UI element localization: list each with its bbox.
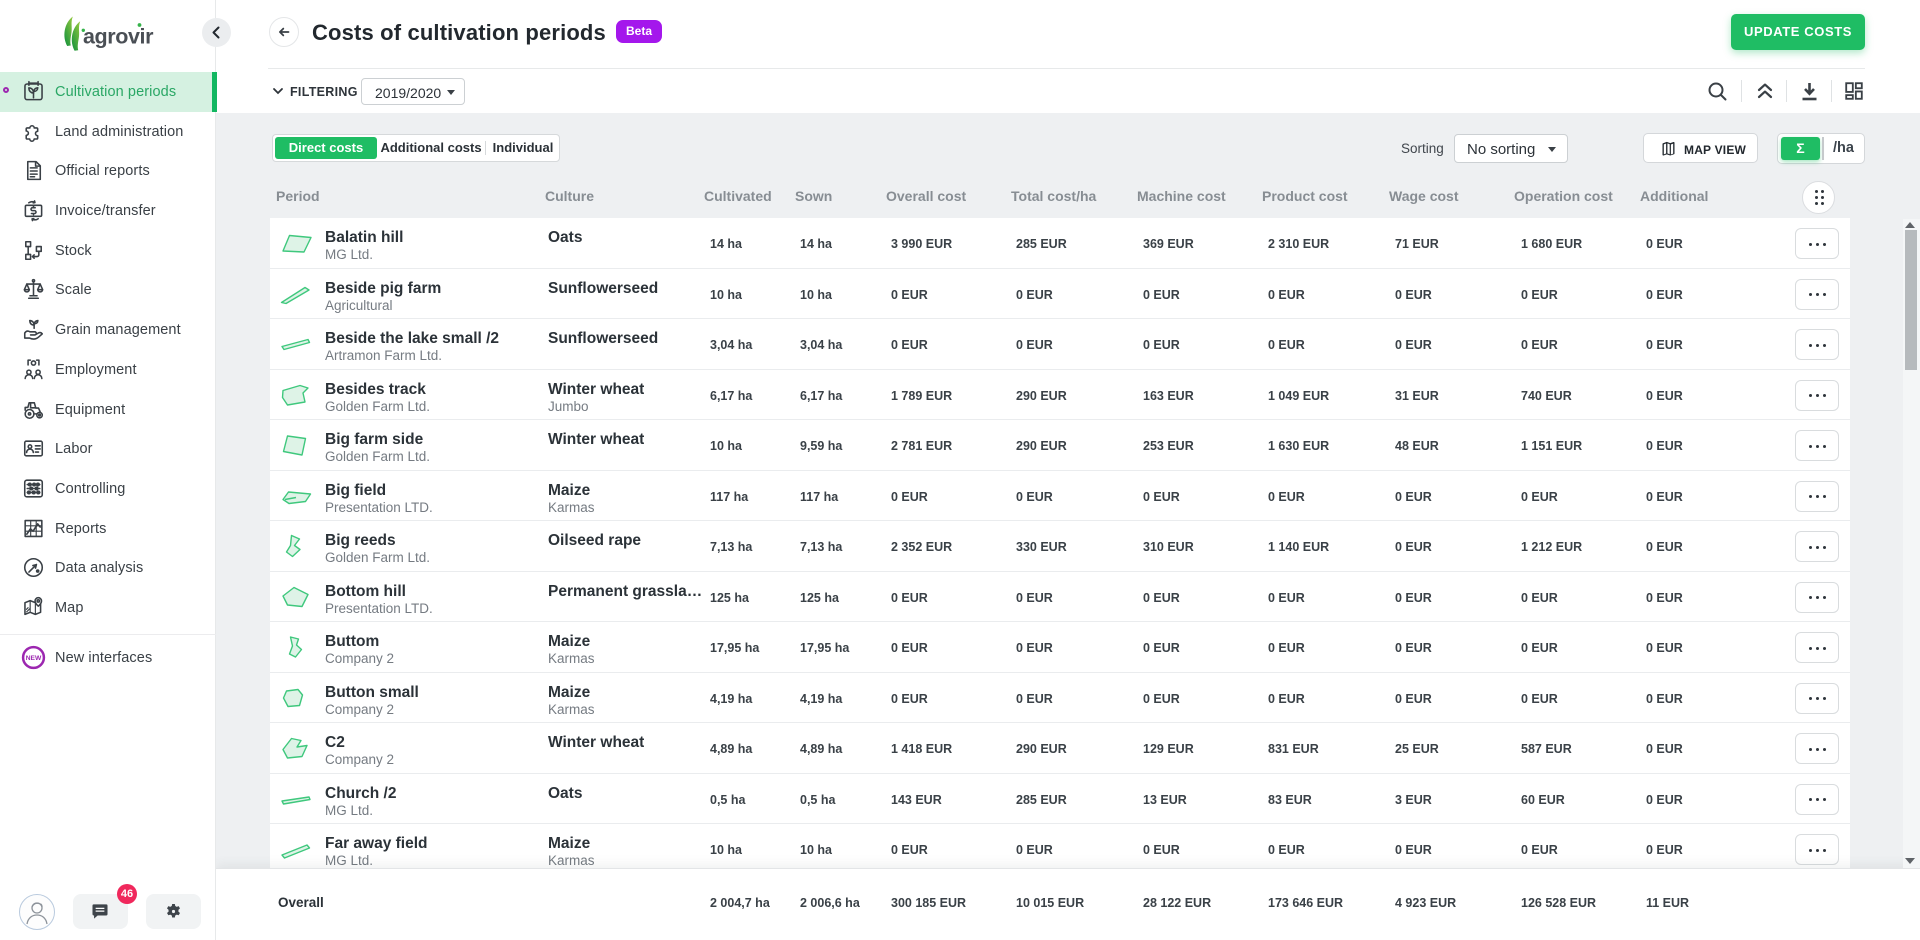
svg-text:NEW: NEW — [26, 655, 42, 662]
svg-text:agrovir: agrovir — [83, 25, 154, 49]
